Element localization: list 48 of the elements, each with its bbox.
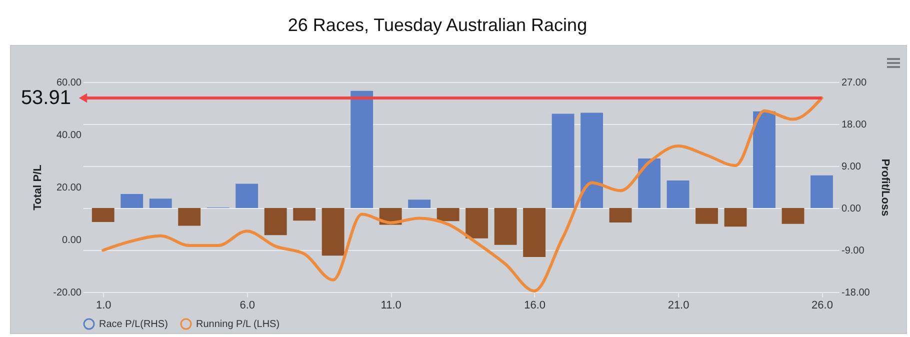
y-tick-label: 20.00 [56,182,82,194]
y-tick-label: 60.00 [56,78,82,88]
x-tick-label: 11.0 [380,300,402,312]
bar [92,208,114,222]
bar [149,198,172,208]
y-tick-label: 0.00 [62,235,82,246]
bar [120,194,144,208]
y-axis-title: Total P/L [32,164,44,210]
bar [236,184,258,208]
bar [609,208,632,222]
bar [436,208,460,222]
x-tick-label: 26.0 [812,300,833,312]
legend-label: Race P/L(RHS) [99,319,168,330]
y2-tick-label: -9.00 [842,246,865,256]
bar [408,200,431,208]
bar [724,208,747,227]
y2-axis-title: Profit/Loss [878,158,891,216]
bar [264,208,287,236]
bar [810,175,833,208]
y-tick-label: 40.00 [56,130,82,141]
legend-label: Running P/L (LHS) [196,319,280,330]
x-tick-label: 1.0 [96,300,112,312]
x-tick-label: 21.0 [668,300,690,312]
x-tick-label: 16.0 [524,300,546,312]
bar [580,112,603,208]
y2-tick-label: 18.00 [842,120,867,130]
annotation: 53.91 [20,86,71,109]
bar [782,208,804,224]
y2-tick-label: 27.00 [842,78,867,88]
x-tick-label: 6.0 [240,300,255,312]
y2-tick-label: -18.00 [842,288,870,298]
y2-tick-label: 0.00 [842,204,862,214]
line-series [102,96,824,292]
bar [322,208,344,256]
bar [293,208,316,221]
bar [552,114,574,208]
bar [466,208,488,238]
bar [494,208,517,245]
bar [523,208,546,257]
bar [753,111,776,208]
bar [666,180,690,208]
bar [178,208,201,226]
bar [350,90,374,208]
y-tick-label: -20.00 [53,288,82,298]
bar [696,208,718,224]
bar [638,158,660,208]
y2-tick-label: 9.00 [842,162,862,172]
chart-title: 26 Races, Tuesday Australian Racing [286,14,588,37]
